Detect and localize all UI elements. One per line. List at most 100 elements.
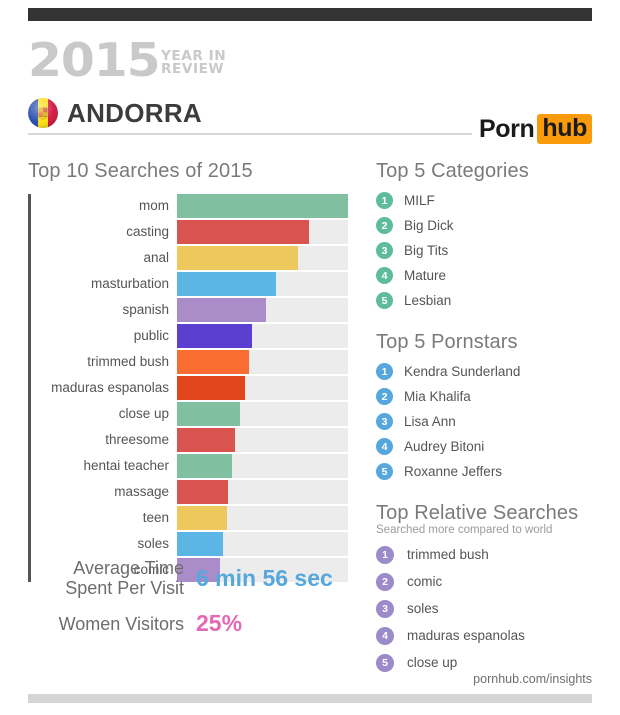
list-item-label: Audrey Bitoni (404, 439, 485, 454)
top-relative-subtitle: Searched more compared to world (376, 524, 553, 536)
top-categories-list: 1 MILF 2 Big Dick 3 Big Tits 4 Mature 5 Lesbian (376, 188, 596, 313)
bar-track (177, 194, 348, 218)
list-item[interactable]: 2 comic (376, 568, 596, 595)
bar-row: threesome (105, 428, 358, 452)
bar-fill (177, 194, 348, 218)
bar-track (177, 298, 348, 322)
chart-title: Top 10 Searches of 2015 (28, 160, 253, 182)
andorra-flag-icon (28, 98, 58, 128)
list-item-label: Roxanne Jeffers (404, 464, 503, 479)
list-item-label: soles (407, 601, 439, 616)
list-item[interactable]: 5 Lesbian (376, 288, 596, 313)
bar-label: public (133, 328, 169, 343)
list-item[interactable]: 4 Mature (376, 263, 596, 288)
avg-time-label: Average Time Spent Per Visit (28, 558, 196, 598)
bar-row: trimmed bush (87, 350, 358, 374)
bar-fill (177, 402, 241, 426)
bar-track (177, 220, 348, 244)
bar-track (177, 454, 348, 478)
bar-label: comic (133, 562, 169, 577)
bar-label: casting (126, 224, 169, 239)
list-item-label: Mature (404, 268, 447, 283)
bar-fill (177, 220, 309, 244)
bar-row: mom (139, 194, 358, 218)
bar-track (177, 246, 348, 270)
list-item[interactable]: 3 Lisa Ann (376, 409, 596, 434)
bar-row: teen (143, 506, 358, 530)
rank-badge: 2 (376, 388, 393, 405)
right-column: Top 5 Categories 1 MILF 2 Big Dick 3 Big Tits… (376, 160, 596, 676)
bar-fill (177, 246, 299, 270)
visitor-stats: Average Time Spent Per Visit 6 min 56 se… (28, 558, 358, 649)
list-item[interactable]: 5 Roxanne Jeffers (376, 459, 596, 484)
list-item[interactable]: 1 trimmed bush (376, 541, 596, 568)
rank-badge: 5 (376, 653, 394, 672)
rank-badge: 4 (376, 267, 393, 284)
top-categories-section: Top 5 Categories 1 MILF 2 Big Dick 3 Big Tits… (376, 160, 596, 313)
list-item-label: comic (407, 574, 443, 589)
footer-insights-link[interactable]: pornhub.com/insights (473, 672, 592, 686)
bar-row: maduras espanolas (51, 376, 358, 400)
bar-fill (177, 350, 249, 374)
avg-time-label-line1: Average Time (73, 558, 184, 578)
list-item[interactable]: 4 Audrey Bitoni (376, 434, 596, 459)
bar-label: mom (139, 198, 169, 213)
country-name: ANDORRA (67, 97, 202, 128)
spacer-categories-pornstars (376, 313, 596, 331)
bar-label: soles (137, 536, 169, 551)
bar-label: anal (143, 250, 169, 265)
list-item-label: close up (407, 655, 458, 670)
bar-label: masturbation (90, 276, 169, 291)
bar-row: comic (134, 558, 358, 582)
list-item[interactable]: 2 Big Dick (376, 213, 596, 238)
bar-track (177, 324, 348, 348)
year-sub-line-2: REVIEW (161, 62, 225, 77)
bar-row: spanish (122, 298, 358, 322)
bar-row: close up (119, 402, 358, 426)
list-item[interactable]: 3 soles (376, 595, 596, 622)
list-item-label: Big Tits (404, 243, 449, 258)
list-item-label: Big Dick (404, 218, 454, 233)
logo-text-porn: Porn (479, 114, 535, 143)
pornhub-logo[interactable]: Porn hub (479, 114, 592, 144)
chart-rows: mom casting anal masturbation spanish public t… (28, 194, 358, 582)
spacer-pornstars-relative (376, 484, 596, 502)
bar-row: masturbation (91, 272, 358, 296)
bar-fill (177, 298, 266, 322)
bar-fill (177, 376, 246, 400)
bar-fill (177, 272, 277, 296)
rank-badge: 3 (376, 413, 393, 430)
bar-track (177, 402, 348, 426)
top-categories-title: Top 5 Categories (376, 160, 529, 182)
header-divider (28, 133, 472, 135)
list-item[interactable]: 2 Mia Khalifa (376, 384, 596, 409)
bar-row: anal (143, 246, 358, 270)
bar-track (177, 506, 348, 530)
country-heading: ANDORRA (28, 96, 592, 130)
bar-track (177, 428, 348, 452)
bar-fill (177, 506, 227, 530)
bar-label: hentai teacher (83, 458, 169, 473)
list-item[interactable]: 3 Big Tits (376, 238, 596, 263)
list-item-label: trimmed bush (407, 547, 489, 562)
bar-row: massage (114, 480, 358, 504)
list-item[interactable]: 1 Kendra Sunderland (376, 359, 596, 384)
bar-fill (177, 428, 236, 452)
top-pornstars-section: Top 5 Pornstars 1 Kendra Sunderland 2 Mia K… (376, 331, 596, 484)
list-item-label: Lisa Ann (404, 414, 456, 429)
masthead: 2015 YEAR IN REVIEW (28, 36, 592, 130)
list-item[interactable]: 5 close up (376, 649, 596, 676)
list-item-label: MILF (404, 193, 435, 208)
women-visitors-value: 25% (196, 610, 243, 636)
list-item-label: Lesbian (404, 293, 452, 308)
bar-row: casting (126, 220, 358, 244)
bar-label: massage (114, 484, 169, 499)
bar-row: soles (137, 532, 358, 556)
bar-fill (177, 558, 220, 582)
list-item-label: Mia Khalifa (404, 389, 471, 404)
top-relative-list: 1 trimmed bush 2 comic 3 soles 4 maduras espano… (376, 541, 596, 676)
bar-label: trimmed bush (87, 354, 169, 369)
top-pornstars-title: Top 5 Pornstars (376, 331, 518, 353)
list-item[interactable]: 1 MILF (376, 188, 596, 213)
list-item[interactable]: 4 maduras espanolas (376, 622, 596, 649)
